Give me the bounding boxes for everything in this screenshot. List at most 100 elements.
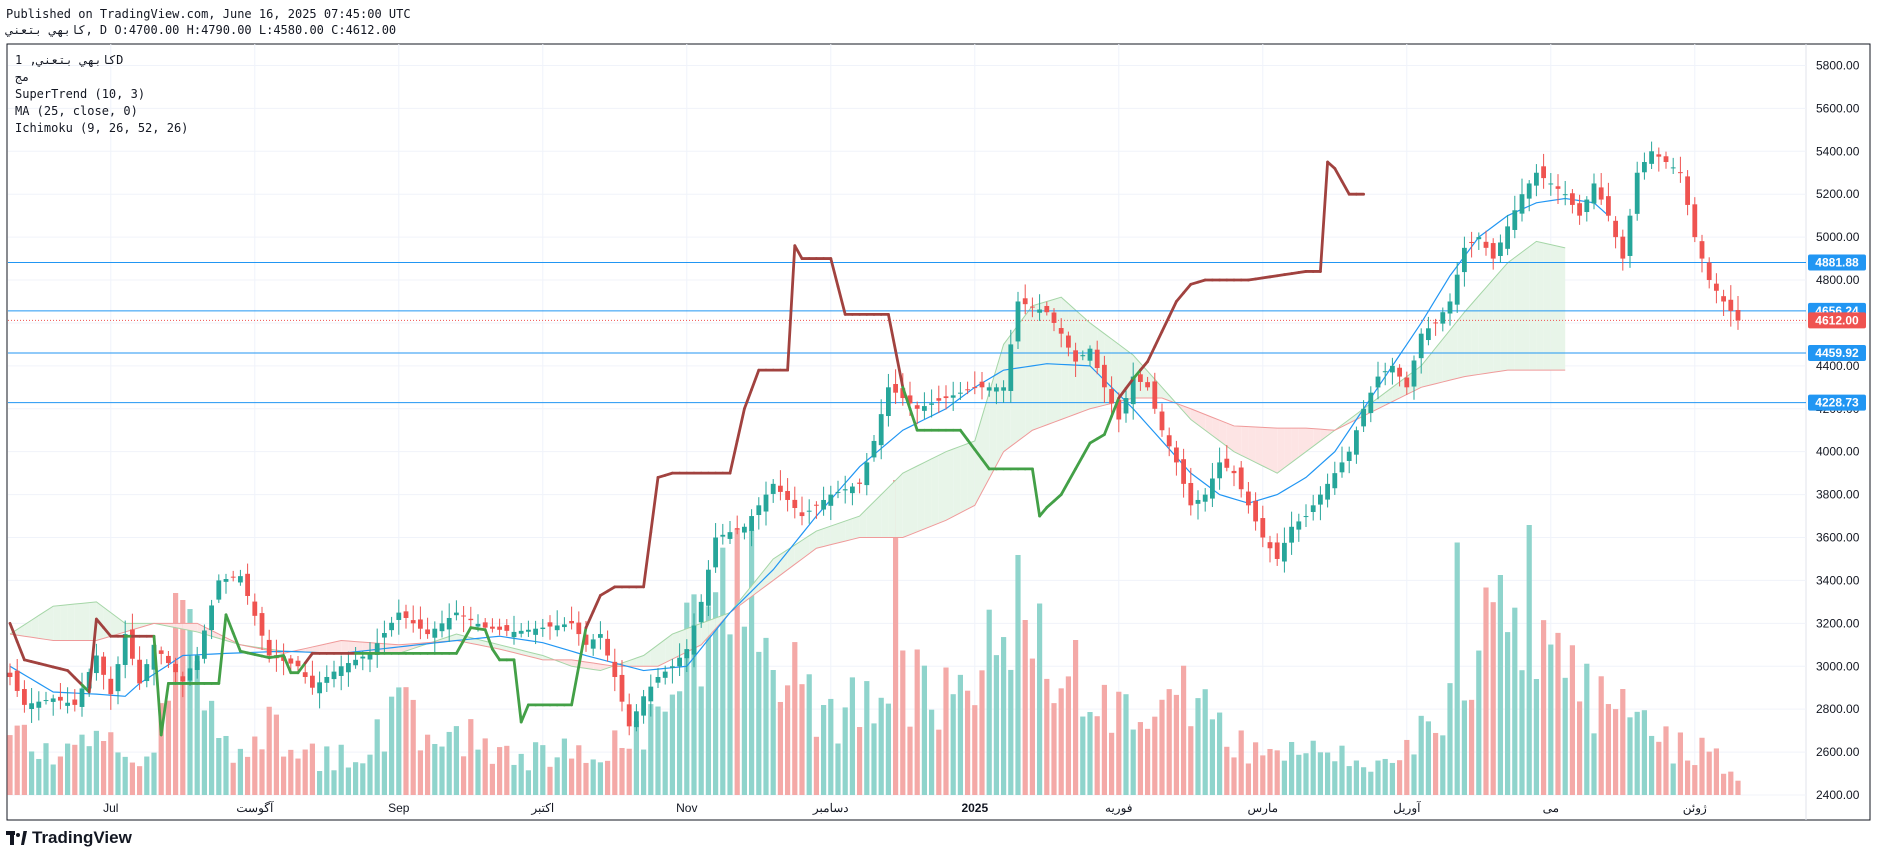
legend-ma[interactable]: MA (25, close, 0) bbox=[15, 104, 138, 118]
ohlc-line: كابهي بتعني, D O:4700.00 H:4790.00 L:458… bbox=[6, 23, 397, 37]
volume-bar bbox=[554, 757, 560, 795]
price-tick-label: 3800.00 bbox=[1816, 488, 1860, 502]
price-tick-label: 2400.00 bbox=[1816, 788, 1860, 802]
cloud-segment bbox=[838, 521, 846, 543]
volume-bar bbox=[720, 547, 726, 795]
price-tick-label: 5000.00 bbox=[1816, 230, 1860, 244]
cloud-segment bbox=[802, 535, 810, 559]
volume-bar bbox=[259, 749, 265, 795]
candle-body bbox=[1541, 166, 1546, 179]
price-tick-label: 3600.00 bbox=[1816, 531, 1860, 545]
time-tick-label: آوریل bbox=[1393, 800, 1421, 815]
cloud-segment bbox=[1291, 428, 1299, 463]
volume-bar bbox=[1073, 640, 1079, 795]
volume-bar bbox=[1627, 717, 1633, 795]
volume-bar bbox=[158, 703, 164, 795]
candle-body bbox=[770, 483, 776, 494]
supertrend-segment bbox=[966, 438, 977, 451]
indicator-legend: كابهي بتعني, 1D مج SuperTrend (10, 3) MA… bbox=[15, 52, 188, 137]
supertrend-segment bbox=[1117, 386, 1128, 400]
volume-bar bbox=[1217, 712, 1223, 795]
volume-bar bbox=[29, 751, 35, 795]
candle-body bbox=[1692, 204, 1698, 238]
candle-body bbox=[353, 659, 358, 666]
volume-bar bbox=[511, 764, 517, 795]
candle-body bbox=[14, 670, 20, 691]
supertrend-segment bbox=[102, 626, 113, 638]
candle-body bbox=[1382, 371, 1388, 373]
volume-bar bbox=[950, 694, 956, 795]
tradingview-logo[interactable]: TradingView bbox=[6, 828, 132, 848]
volume-bar bbox=[461, 756, 467, 795]
candle-body bbox=[266, 639, 272, 656]
cloud-segment bbox=[31, 615, 39, 639]
candle-body bbox=[691, 625, 697, 655]
cloud-segment bbox=[823, 526, 831, 547]
cloud-segment bbox=[1226, 423, 1234, 452]
candle-body bbox=[202, 630, 207, 659]
cloud-segment bbox=[1118, 344, 1126, 402]
candle-body bbox=[1260, 518, 1266, 538]
volume-bar bbox=[151, 752, 157, 795]
time-axis[interactable]: Jul آگوست Sep اکتبر Nov دسامبر 2025 فوریه مارس آو… bbox=[103, 800, 1707, 815]
supertrend-segment bbox=[231, 631, 242, 653]
volume-bar bbox=[1641, 710, 1647, 795]
volume-bar bbox=[842, 707, 848, 795]
cloud-span-b bbox=[9, 369, 1566, 667]
cloud-segment bbox=[1111, 339, 1119, 404]
supertrend-segment bbox=[793, 244, 804, 260]
candle-body bbox=[626, 704, 632, 727]
volume-bar bbox=[1037, 603, 1043, 795]
level-tag: 4459.92 bbox=[1815, 346, 1859, 360]
ma-line bbox=[9, 197, 1609, 697]
candle-body bbox=[1735, 309, 1741, 321]
volume-bar bbox=[763, 637, 769, 795]
legend-supertrend[interactable]: SuperTrend (10, 3) bbox=[15, 87, 146, 101]
candle-body bbox=[1591, 183, 1597, 204]
candle-body bbox=[1274, 542, 1280, 559]
cloud-segment bbox=[1543, 243, 1551, 371]
legend-symbol[interactable]: كابهي بتعني, 1D bbox=[15, 53, 124, 67]
supertrend-segment bbox=[649, 476, 660, 534]
volume-bar bbox=[137, 766, 143, 795]
volume-bar bbox=[252, 736, 258, 795]
candle-body bbox=[425, 629, 430, 635]
volume-bar bbox=[936, 729, 942, 795]
supertrend-segment bbox=[1146, 345, 1157, 363]
volume-bar bbox=[1245, 763, 1251, 795]
candle-body bbox=[1152, 381, 1158, 409]
cloud-segment bbox=[636, 655, 644, 667]
price-tick-label: 5800.00 bbox=[1816, 58, 1860, 72]
volume-bar bbox=[86, 746, 92, 795]
cloud-segment bbox=[974, 416, 982, 506]
volume-bar bbox=[50, 764, 56, 795]
price-axis[interactable]: 2400.00 2600.00 2800.00 3000.00 3200.00 3400.… bbox=[1816, 58, 1860, 802]
candle-body bbox=[965, 389, 970, 391]
candle-body bbox=[778, 485, 783, 492]
cloud-segment bbox=[953, 446, 961, 517]
cloud-segment bbox=[1162, 387, 1170, 401]
cloud-segment bbox=[643, 650, 651, 667]
volume-bar bbox=[129, 762, 135, 795]
candle-body bbox=[554, 625, 560, 631]
supertrend-segment bbox=[829, 257, 840, 288]
legend-ichimoku[interactable]: Ichimoku (9, 26, 52, 26) bbox=[15, 121, 189, 135]
volume-bar bbox=[1469, 699, 1475, 795]
volume-bar bbox=[785, 685, 791, 795]
last-price-tag-bg bbox=[1808, 312, 1866, 329]
volume-bar bbox=[583, 762, 589, 795]
volume-bar bbox=[1677, 732, 1683, 795]
cloud-segment bbox=[1298, 428, 1306, 458]
candle-body bbox=[1022, 298, 1028, 305]
supertrend-segment bbox=[591, 594, 602, 613]
volume-bar bbox=[1209, 719, 1215, 795]
horizontal-levels bbox=[8, 261, 1806, 404]
cloud-segment bbox=[82, 602, 90, 641]
candle-body bbox=[1714, 283, 1719, 291]
candle-body bbox=[943, 396, 949, 399]
cloud-segment bbox=[650, 644, 658, 667]
supertrend-segment bbox=[15, 640, 26, 662]
cloud-segment bbox=[1421, 356, 1429, 388]
